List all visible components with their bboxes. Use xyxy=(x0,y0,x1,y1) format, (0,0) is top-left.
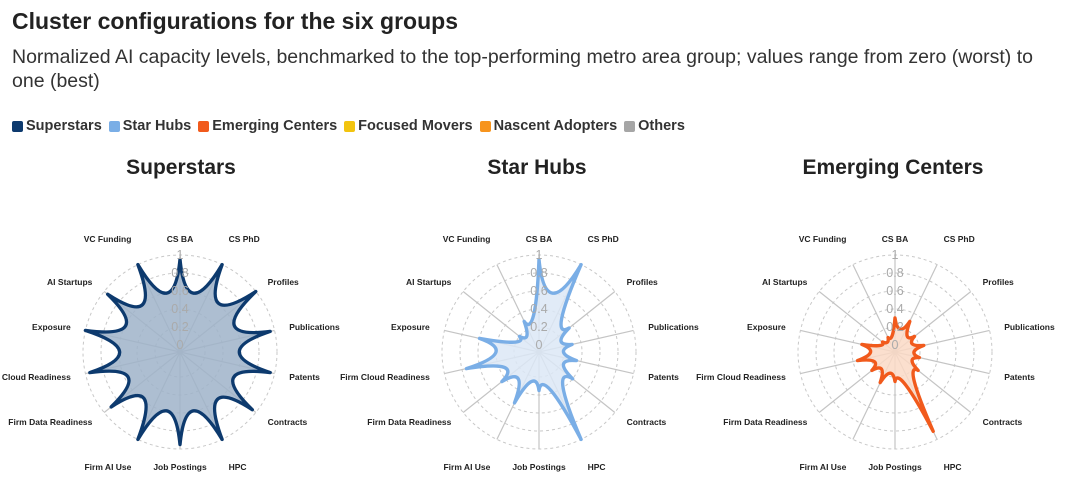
grid-ring xyxy=(459,272,619,432)
grid-ring xyxy=(100,272,260,432)
axis-label: Publications xyxy=(289,322,340,332)
legend-label-emerging-centers: Emerging Centers xyxy=(212,118,338,134)
tick-label: 0.2 xyxy=(171,320,188,334)
axis-label: Firm AI Use xyxy=(799,462,846,472)
legend-label-others: Others xyxy=(638,118,685,134)
axis-label: Contracts xyxy=(268,417,308,427)
series-shape xyxy=(83,257,272,447)
legend-label-superstars: Superstars xyxy=(26,118,102,134)
axis-label: HPC xyxy=(229,462,247,472)
axis-label: Patents xyxy=(1004,372,1035,382)
tick-label: 0.8 xyxy=(886,266,903,280)
grid-ring xyxy=(477,290,601,414)
axis-label: Exposure xyxy=(747,322,786,332)
series-shape xyxy=(464,257,583,442)
legend-item-others: Others xyxy=(624,118,685,134)
axis-label: HPC xyxy=(944,462,962,472)
legend-label-focused-movers: Focused Movers xyxy=(358,118,473,134)
axis-label: CS PhD xyxy=(229,234,260,244)
axis-label: VC Funding xyxy=(799,234,847,244)
axis-label: Contracts xyxy=(627,417,667,427)
legend-item-focused-movers: Focused Movers xyxy=(344,118,473,134)
axis-label: Job Postings xyxy=(153,462,207,472)
panel-title-emerging-centers: Emerging Centers xyxy=(802,156,984,179)
axis-label: Firm Data Readiness xyxy=(367,417,451,427)
radar-chart-superstars: 0 0.2 0.4 0.6 0.8 1 CS BA CS PhD Profiles Publica… xyxy=(0,234,340,472)
tick-label: 0.2 xyxy=(886,320,903,334)
axis-label: Publications xyxy=(1004,322,1055,332)
tick-label: 1 xyxy=(892,248,899,262)
axis-label: Firm Cloud Readiness xyxy=(696,372,786,382)
tick-label: 0 xyxy=(536,338,543,352)
tick-label: 0 xyxy=(177,338,184,352)
legend-item-emerging-centers: Emerging Centers xyxy=(198,118,337,134)
tick-label: 0.6 xyxy=(171,284,188,298)
tick-label: 0 xyxy=(892,338,899,352)
tick-label: 1 xyxy=(177,248,184,262)
legend: Superstars Star Hubs Emerging Centers Fo… xyxy=(12,118,685,134)
axis-label: AI Startups xyxy=(406,277,452,287)
legend-item-superstars: Superstars xyxy=(12,118,102,134)
legend-swatch-emerging-centers xyxy=(198,120,210,132)
axis-label: Exposure xyxy=(391,322,430,332)
axis-label: Firm AI Use xyxy=(443,462,490,472)
tick-label: 0.4 xyxy=(530,302,547,316)
chart-title: Cluster configurations for the six group… xyxy=(12,8,458,34)
radar-chart-emerging-centers: 0 0.2 0.4 0.6 0.8 1 CS BA CS PhD Profiles Publica… xyxy=(696,234,1055,472)
axis-label: CS BA xyxy=(882,234,908,244)
panel-title-superstars: Superstars xyxy=(126,156,236,179)
radar-chart-star-hubs: 0 0.2 0.4 0.6 0.8 1 CS BA CS PhD Profiles Publica… xyxy=(340,234,699,472)
legend-item-nascent-adopters: Nascent Adopters xyxy=(479,118,618,134)
axis-label: CS BA xyxy=(167,234,193,244)
legend-item-star-hubs: Star Hubs xyxy=(108,118,192,134)
tick-label: 0.4 xyxy=(171,302,188,316)
axis-label: CS BA xyxy=(526,234,552,244)
axis-label: VC Funding xyxy=(443,234,491,244)
legend-label-star-hubs: Star Hubs xyxy=(122,118,192,134)
legend-swatch-star-hubs xyxy=(108,120,120,132)
axis-label: Job Postings xyxy=(868,462,922,472)
axis-label: Firm Cloud Readiness xyxy=(340,372,430,382)
axis-label: Contracts xyxy=(983,417,1023,427)
axis-label: CS PhD xyxy=(588,234,619,244)
axis-label: Profiles xyxy=(627,277,658,287)
grid-ring xyxy=(833,290,957,414)
legend-swatch-focused-movers xyxy=(344,120,356,132)
axis-label: HPC xyxy=(588,462,606,472)
tick-label: 0.6 xyxy=(886,284,903,298)
axis-label: AI Startups xyxy=(762,277,808,287)
legend-swatch-superstars xyxy=(12,120,23,132)
grid-ring xyxy=(815,272,975,432)
tick-label: 0.4 xyxy=(886,302,903,316)
axis-label: Publications xyxy=(648,322,699,332)
axis-label: Exposure xyxy=(32,322,71,332)
legend-swatch-others xyxy=(624,120,636,132)
legend-swatch-nascent-adopters xyxy=(479,120,491,132)
axis-label: Patents xyxy=(289,372,320,382)
chart-subtitle: Normalized AI capacity levels, benchmark… xyxy=(12,46,1033,92)
axis-label: CS PhD xyxy=(944,234,975,244)
tick-label: 0.2 xyxy=(530,320,547,334)
series-shape xyxy=(855,316,935,433)
tick-label: 0.8 xyxy=(171,266,188,280)
axis-label: Profiles xyxy=(268,277,299,287)
axis-label: Job Postings xyxy=(512,462,566,472)
axis-label: Firm Data Readiness xyxy=(723,417,807,427)
axis-label: Firm AI Use xyxy=(84,462,131,472)
axis-label: Firm Cloud Readiness xyxy=(0,372,71,382)
axis-label: Patents xyxy=(648,372,679,382)
tick-label: 1 xyxy=(536,248,543,262)
axis-label: AI Startups xyxy=(47,277,93,287)
axis-label: Profiles xyxy=(983,277,1014,287)
tick-label: 0.8 xyxy=(530,266,547,280)
legend-label-nascent-adopters: Nascent Adopters xyxy=(493,118,618,134)
axis-label: Firm Data Readiness xyxy=(8,417,92,427)
tick-label: 0.6 xyxy=(530,284,547,298)
axis-label: VC Funding xyxy=(84,234,132,244)
panel-title-star-hubs: Star Hubs xyxy=(487,156,587,179)
